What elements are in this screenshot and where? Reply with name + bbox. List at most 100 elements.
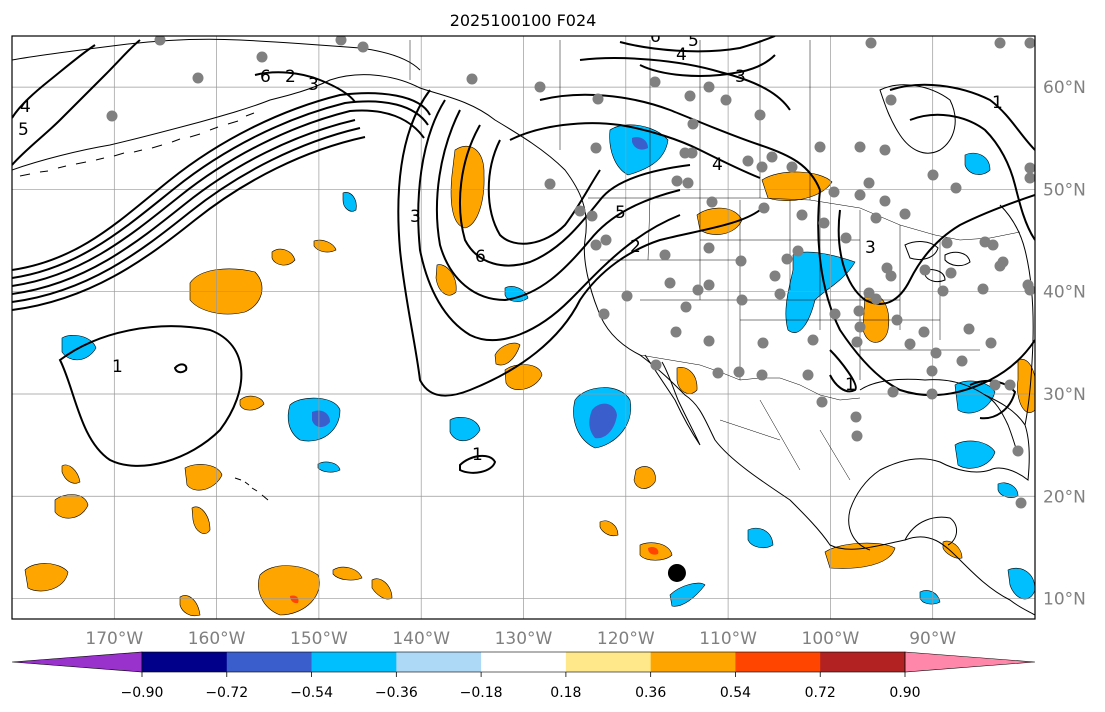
station-dot (919, 264, 931, 276)
station-dot (885, 94, 897, 106)
station-dot (754, 109, 766, 121)
contour-label: 3 (865, 238, 876, 258)
station-dot (1024, 37, 1035, 49)
station-dot (879, 144, 891, 156)
station-dot (703, 279, 715, 291)
station-dot (735, 255, 747, 267)
latitude-labels: 60°N 50°N 40°N 30°N 20°N 10°N (1043, 78, 1086, 609)
contour-line (397, 89, 761, 397)
strong-negative-core (312, 410, 330, 428)
figure-title: 2025100100 F024 (450, 11, 597, 30)
positive-area (1017, 358, 1035, 413)
station-dot (937, 285, 949, 297)
colorbar-low-extend (11, 651, 143, 673)
contour-label: 6 (260, 67, 271, 87)
contour-label: 4 (712, 155, 723, 175)
station-dot (851, 336, 863, 348)
map-area: 1 1 1 1 2 3 3 3 4 4 5 5 6 6 2 3 4 5 6 (12, 27, 1035, 619)
station-dot (885, 270, 897, 282)
station-dot (870, 212, 882, 224)
positive-area (942, 540, 963, 559)
contour-line (509, 122, 761, 179)
east-coast (999, 204, 1034, 426)
station-dot (850, 411, 862, 423)
station-dot (828, 186, 840, 198)
colorbar-tick-label: −0.18 (460, 685, 503, 701)
station-dot (687, 118, 699, 130)
yucatan-peninsula (904, 516, 957, 546)
contour-line (579, 57, 791, 111)
longitude-label: 170°W (85, 629, 143, 649)
station-dot (927, 169, 939, 181)
station-dot (192, 72, 204, 84)
station-dot (941, 237, 953, 249)
station-dot (918, 326, 930, 338)
contour-lines (12, 36, 1035, 474)
colorbar-segment (142, 652, 228, 672)
gridlines (12, 36, 1035, 619)
station-dot (945, 267, 957, 279)
station-dot (930, 347, 942, 359)
station-dot (853, 305, 865, 317)
station-dot (357, 41, 369, 53)
longitude-labels: 170°W 160°W 150°W 140°W 130°W 120°W 110°W 100°W… (85, 629, 956, 649)
station-dot (756, 369, 768, 381)
station-dot (1015, 497, 1027, 509)
latitude-label: 40°N (1043, 283, 1086, 303)
contour-line (487, 139, 601, 245)
contour-line (417, 99, 681, 341)
colorbar-tick-label: −0.72 (205, 685, 248, 701)
colorbar-tick-label: −0.90 (121, 685, 164, 701)
great-lakes (904, 241, 971, 283)
longitude-label: 120°W (597, 629, 655, 649)
station-dot (592, 93, 604, 105)
station-dot (703, 335, 715, 347)
station-dot (154, 36, 166, 46)
colorbar-segment (311, 652, 397, 672)
contour-label: 3 (308, 75, 319, 95)
station-dot (854, 321, 866, 333)
positive-area (24, 563, 69, 592)
station-dot (758, 202, 770, 214)
station-dot (950, 182, 962, 194)
station-dot (870, 293, 882, 305)
contour-line (829, 349, 857, 393)
longitude-label: 110°W (699, 629, 757, 649)
negative-area (342, 192, 357, 212)
strong-negative-core (589, 403, 617, 439)
station-dot (574, 205, 586, 217)
colorbar-segment (226, 652, 313, 672)
contour-line (12, 136, 366, 311)
contour-label: 6 (650, 27, 661, 47)
contour-label: 5 (615, 203, 626, 223)
contour-label: 3 (735, 67, 746, 87)
colorbar-tick-label: 0.18 (550, 685, 581, 701)
contour-line (909, 113, 1035, 241)
station-dot (703, 242, 715, 254)
longitude-label: 130°W (495, 629, 553, 649)
colorbar-segment (396, 652, 482, 672)
station-dot (621, 290, 633, 302)
station-dot (534, 81, 546, 93)
contour-labels: 1 1 1 1 2 3 3 3 4 4 5 5 6 6 2 3 4 5 6 (18, 27, 1003, 465)
contour-label: 3 (410, 207, 421, 227)
strong-negative-core (632, 137, 648, 150)
mexico-state-lines (719, 399, 851, 481)
station-dot (692, 284, 704, 296)
positive-area (824, 542, 896, 569)
station-dot (818, 217, 830, 229)
longitude-label: 160°W (188, 629, 246, 649)
contour-line (12, 39, 141, 166)
colorbar (11, 651, 1036, 673)
colorbar-segment (820, 652, 906, 672)
north-america-west-coast (419, 87, 1035, 616)
positive-area (633, 466, 656, 489)
aleutians (19, 112, 255, 177)
negative-area (747, 527, 774, 549)
negative-area (964, 152, 991, 175)
negative-area (609, 124, 669, 176)
longitude-label: 100°W (802, 629, 860, 649)
positive-area (676, 367, 698, 394)
station-dot (829, 308, 841, 320)
station-dot (851, 430, 863, 442)
